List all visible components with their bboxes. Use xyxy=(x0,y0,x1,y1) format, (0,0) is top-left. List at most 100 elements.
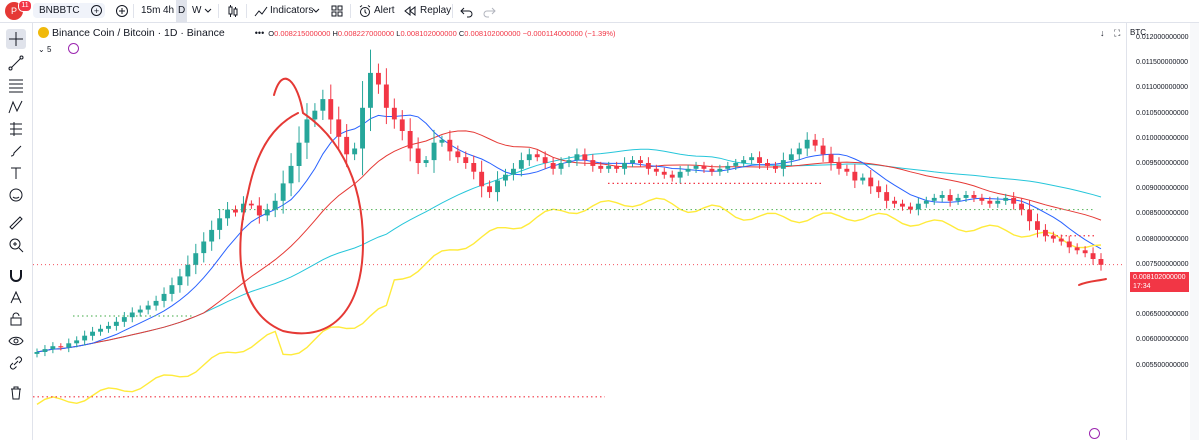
candle-body xyxy=(518,160,524,169)
symbol-search-input[interactable]: BNBBTC + xyxy=(33,3,105,18)
arrow-down-icon[interactable]: ↓ xyxy=(1100,28,1105,38)
high-value: 0.008227000000 xyxy=(337,29,395,38)
trend-line-icon[interactable] xyxy=(8,55,24,71)
redo-icon[interactable] xyxy=(482,4,496,18)
candle-body xyxy=(622,163,627,169)
interval-d[interactable]: D xyxy=(176,0,188,22)
trash-icon[interactable] xyxy=(8,385,24,401)
emoji-icon[interactable] xyxy=(8,187,24,203)
more-options-icon[interactable]: ••• xyxy=(254,28,265,38)
candle-body xyxy=(137,309,143,313)
fullscreen-icon[interactable]: ⛶ xyxy=(1114,28,1121,38)
candle-body xyxy=(701,165,707,169)
candle-body xyxy=(320,99,326,111)
axis-price-label: 0.009500000000 xyxy=(1136,160,1189,167)
change-value: −0.000114000000 (−1.39%) xyxy=(522,29,616,38)
magnet-icon[interactable] xyxy=(8,267,24,283)
alarm-clock-icon[interactable] xyxy=(358,4,372,18)
candle-body xyxy=(360,107,365,149)
close-value: 0.008102000000 xyxy=(464,29,521,38)
replay-icon[interactable] xyxy=(403,4,417,18)
text-tool-icon[interactable] xyxy=(8,165,24,181)
annotation-underline xyxy=(1078,278,1107,286)
brush-icon[interactable] xyxy=(8,143,24,159)
lock-icon[interactable] xyxy=(8,311,24,327)
ohlc-values: O0.008215000000 H0.008227000000 L0.00810… xyxy=(268,29,522,38)
lightning-icon[interactable] xyxy=(1089,428,1100,439)
candle-body xyxy=(209,229,215,242)
last-price-tag: 0.008102000000 17:34 xyxy=(1130,272,1189,292)
interval-15m[interactable]: 15m xyxy=(141,5,161,16)
candle-body xyxy=(264,209,270,216)
compare-symbol-icon[interactable]: + xyxy=(91,5,102,16)
separator xyxy=(133,4,134,18)
candle-body xyxy=(1035,221,1040,230)
separator xyxy=(218,4,219,18)
right-scroll-strip[interactable] xyxy=(1190,23,1199,440)
undo-icon[interactable] xyxy=(460,4,474,18)
candle-body xyxy=(566,160,572,163)
candle-body xyxy=(979,197,985,201)
alert-button[interactable]: Alert xyxy=(374,5,395,16)
candle-body xyxy=(1043,229,1048,236)
stay-in-drawing-icon[interactable] xyxy=(8,289,24,305)
candle-body xyxy=(741,160,747,163)
indicator-count[interactable]: 5 xyxy=(46,45,52,54)
chevron-down-icon[interactable] xyxy=(204,4,212,18)
indicators-button[interactable]: Indicators xyxy=(270,5,314,16)
indicators-icon[interactable] xyxy=(254,4,268,18)
price-chart[interactable] xyxy=(33,23,1125,440)
interval-w[interactable]: W xyxy=(192,5,202,16)
candle-body xyxy=(630,160,635,163)
ruler-icon[interactable] xyxy=(8,215,24,231)
candle-body xyxy=(193,253,199,265)
signal-line xyxy=(36,197,1102,405)
price-axis[interactable]: 0.012000000000 0.011500000000 0.0110000000… xyxy=(1126,23,1190,440)
candle-body xyxy=(447,139,453,152)
candle-body xyxy=(1082,250,1088,254)
candle-body xyxy=(296,142,302,166)
candle-body xyxy=(788,154,794,161)
add-symbol-icon[interactable] xyxy=(115,4,129,18)
candle-body xyxy=(915,203,921,210)
link-icon[interactable] xyxy=(8,355,24,371)
candle-body xyxy=(129,312,135,318)
symbol-title[interactable]: Binance Coin / Bitcoin · 1D · Binance xyxy=(52,27,225,39)
candle-body xyxy=(860,177,866,181)
top-toolbar: P 11 BNBBTC + 15m 4h D W Indicators Aler… xyxy=(0,0,1199,23)
crosshair-icon[interactable] xyxy=(6,29,26,49)
candle-body xyxy=(820,145,826,155)
pattern-icon[interactable] xyxy=(8,99,24,115)
fib-retracement-icon[interactable] xyxy=(8,77,24,93)
candle-body xyxy=(773,165,778,169)
candle-body xyxy=(614,165,620,169)
axis-currency[interactable]: BTC xyxy=(1130,28,1146,37)
candle-body xyxy=(106,325,111,329)
chart-type-candles-icon[interactable] xyxy=(226,4,240,18)
candle-body xyxy=(931,197,937,201)
axis-price-label: 0.006500000000 xyxy=(1136,311,1189,319)
candle-body xyxy=(415,148,421,163)
layouts-grid-icon[interactable] xyxy=(330,4,344,18)
close-label: C xyxy=(458,29,465,38)
interval-4h[interactable]: 4h xyxy=(163,5,175,16)
open-label: O xyxy=(268,29,275,38)
forecast-icon[interactable] xyxy=(8,121,24,137)
annotation-circle xyxy=(239,77,365,335)
indicator-settings-icon[interactable] xyxy=(67,43,79,54)
candle-body xyxy=(1058,238,1064,242)
axis-price-label: 0.012000000000 xyxy=(1136,34,1189,41)
replay-button[interactable]: Replay xyxy=(420,5,452,16)
candle-body xyxy=(90,331,95,336)
chevron-down-icon[interactable] xyxy=(312,4,320,18)
zoom-in-icon[interactable] xyxy=(8,237,24,253)
candle-body xyxy=(653,168,659,172)
eye-icon[interactable] xyxy=(8,333,24,349)
chevron-down-icon[interactable]: ⌄ xyxy=(38,45,45,54)
candle-body xyxy=(177,276,183,286)
candle-body xyxy=(121,317,127,322)
candle-body xyxy=(1011,197,1017,204)
candle-body xyxy=(590,160,596,166)
candle-body xyxy=(431,142,437,161)
candle-body xyxy=(201,241,207,254)
